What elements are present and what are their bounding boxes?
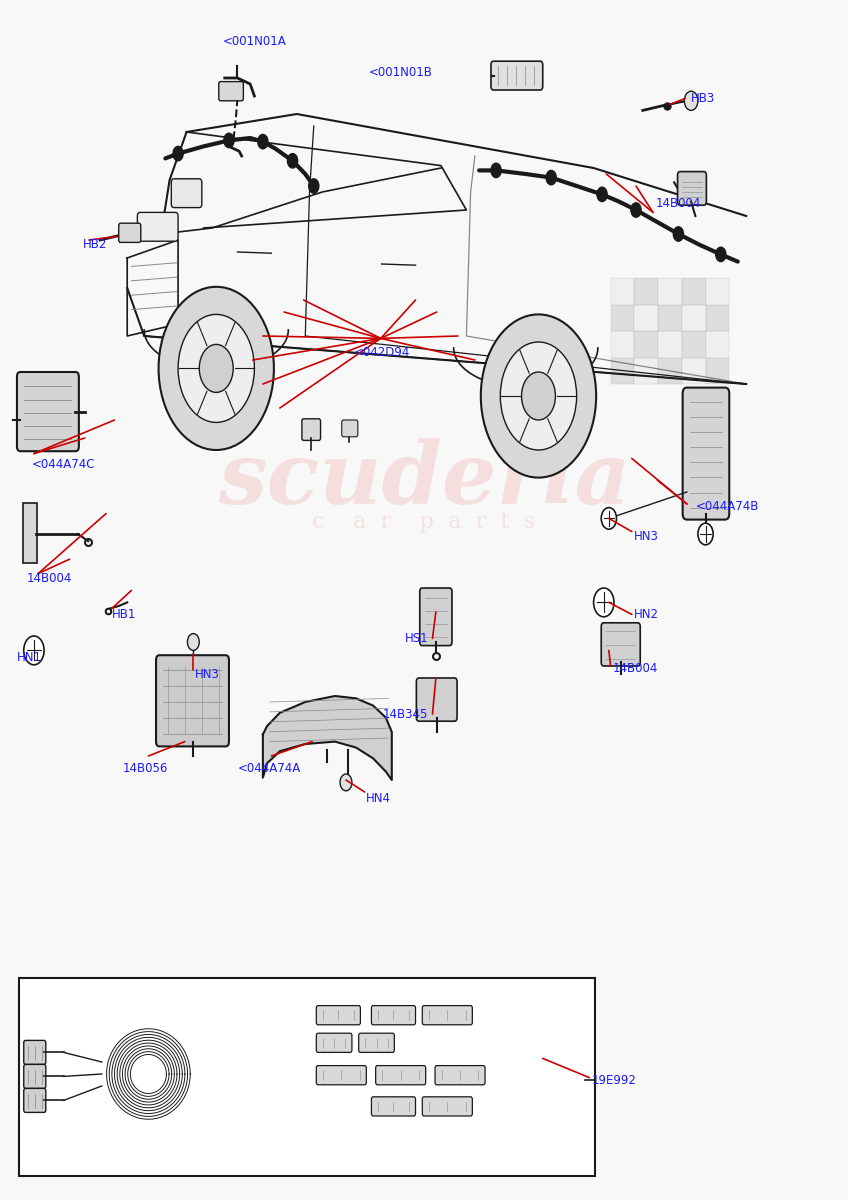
Text: c    a  r    p  a  r  t  s: c a r p a r t s bbox=[312, 511, 536, 533]
Circle shape bbox=[287, 154, 298, 168]
Circle shape bbox=[224, 133, 234, 148]
Circle shape bbox=[631, 203, 641, 217]
Bar bbox=[611, 278, 634, 305]
Text: 14B004: 14B004 bbox=[612, 662, 658, 674]
FancyBboxPatch shape bbox=[491, 61, 543, 90]
Bar bbox=[634, 331, 658, 358]
Bar bbox=[682, 358, 706, 384]
Text: HB2: HB2 bbox=[83, 239, 108, 251]
Bar bbox=[611, 331, 634, 358]
FancyBboxPatch shape bbox=[416, 678, 457, 721]
FancyBboxPatch shape bbox=[24, 1064, 46, 1088]
Text: <042D94: <042D94 bbox=[354, 346, 410, 359]
FancyBboxPatch shape bbox=[316, 1033, 352, 1052]
Text: <044A74B: <044A74B bbox=[695, 500, 759, 512]
Circle shape bbox=[522, 372, 555, 420]
Circle shape bbox=[500, 342, 577, 450]
Circle shape bbox=[173, 146, 183, 161]
FancyBboxPatch shape bbox=[420, 588, 452, 646]
FancyBboxPatch shape bbox=[219, 82, 243, 101]
FancyBboxPatch shape bbox=[371, 1097, 416, 1116]
Text: HN3: HN3 bbox=[634, 530, 659, 542]
FancyBboxPatch shape bbox=[171, 179, 202, 208]
Bar bbox=[658, 278, 682, 305]
Circle shape bbox=[716, 247, 726, 262]
FancyBboxPatch shape bbox=[601, 623, 640, 666]
FancyBboxPatch shape bbox=[24, 1088, 46, 1112]
Circle shape bbox=[597, 187, 607, 202]
Text: <044A74C: <044A74C bbox=[32, 458, 96, 472]
Bar bbox=[682, 305, 706, 331]
Circle shape bbox=[159, 287, 274, 450]
Bar bbox=[611, 358, 634, 384]
Circle shape bbox=[481, 314, 596, 478]
FancyBboxPatch shape bbox=[24, 1040, 46, 1064]
Bar bbox=[634, 305, 658, 331]
Circle shape bbox=[673, 227, 683, 241]
Text: 14B004: 14B004 bbox=[27, 572, 73, 584]
Circle shape bbox=[309, 179, 319, 193]
Text: 19E992: 19E992 bbox=[592, 1074, 637, 1086]
Bar bbox=[634, 278, 658, 305]
Text: HN2: HN2 bbox=[634, 608, 659, 620]
Bar bbox=[658, 305, 682, 331]
Text: <001N01B: <001N01B bbox=[369, 66, 432, 78]
Text: <044A74A: <044A74A bbox=[238, 762, 301, 775]
FancyBboxPatch shape bbox=[137, 212, 178, 241]
Bar bbox=[634, 358, 658, 384]
Text: HN4: HN4 bbox=[366, 792, 391, 804]
FancyBboxPatch shape bbox=[316, 1066, 366, 1085]
Circle shape bbox=[187, 634, 199, 650]
Text: HB3: HB3 bbox=[691, 92, 716, 104]
FancyBboxPatch shape bbox=[316, 1006, 360, 1025]
Circle shape bbox=[178, 314, 254, 422]
FancyBboxPatch shape bbox=[302, 419, 321, 440]
Circle shape bbox=[340, 774, 352, 791]
FancyBboxPatch shape bbox=[156, 655, 229, 746]
FancyBboxPatch shape bbox=[342, 420, 358, 437]
Circle shape bbox=[684, 91, 698, 110]
Bar bbox=[19, 978, 595, 1176]
FancyBboxPatch shape bbox=[678, 172, 706, 205]
FancyBboxPatch shape bbox=[435, 1066, 485, 1085]
Text: HN1: HN1 bbox=[17, 652, 42, 664]
FancyBboxPatch shape bbox=[23, 503, 37, 563]
Text: 14B004: 14B004 bbox=[656, 197, 701, 210]
FancyBboxPatch shape bbox=[359, 1033, 394, 1052]
FancyBboxPatch shape bbox=[683, 388, 729, 520]
Circle shape bbox=[594, 588, 614, 617]
Polygon shape bbox=[263, 696, 392, 780]
FancyBboxPatch shape bbox=[17, 372, 79, 451]
Bar bbox=[706, 305, 729, 331]
Text: scuderia: scuderia bbox=[218, 438, 630, 522]
Bar bbox=[611, 305, 634, 331]
FancyBboxPatch shape bbox=[376, 1066, 426, 1085]
Circle shape bbox=[258, 134, 268, 149]
FancyBboxPatch shape bbox=[119, 223, 141, 242]
Text: HB1: HB1 bbox=[112, 608, 137, 620]
Bar bbox=[706, 331, 729, 358]
Bar bbox=[706, 358, 729, 384]
Text: <001N01A: <001N01A bbox=[222, 35, 287, 48]
FancyBboxPatch shape bbox=[371, 1006, 416, 1025]
Text: 14B056: 14B056 bbox=[123, 762, 169, 775]
Bar bbox=[682, 331, 706, 358]
Circle shape bbox=[24, 636, 44, 665]
Bar bbox=[658, 331, 682, 358]
Circle shape bbox=[601, 508, 616, 529]
Bar bbox=[706, 278, 729, 305]
Text: HS1: HS1 bbox=[404, 632, 428, 644]
Bar bbox=[658, 358, 682, 384]
FancyBboxPatch shape bbox=[422, 1006, 472, 1025]
Circle shape bbox=[491, 163, 501, 178]
Text: 14B345: 14B345 bbox=[382, 708, 428, 720]
FancyBboxPatch shape bbox=[422, 1097, 472, 1116]
Circle shape bbox=[199, 344, 233, 392]
Circle shape bbox=[546, 170, 556, 185]
Circle shape bbox=[698, 523, 713, 545]
Bar bbox=[682, 278, 706, 305]
Text: HN3: HN3 bbox=[195, 668, 220, 680]
